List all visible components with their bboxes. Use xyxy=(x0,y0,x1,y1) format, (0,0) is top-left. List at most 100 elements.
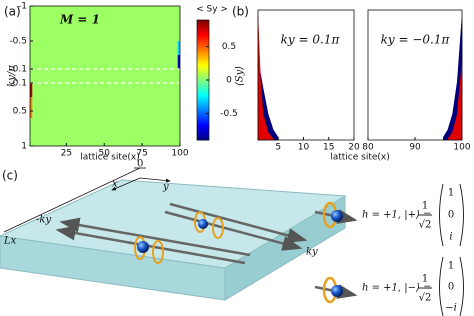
colorbar-segment xyxy=(197,128,209,131)
colorbar-segment xyxy=(197,22,209,25)
colorbar-segment xyxy=(197,104,209,107)
colorbar-segment xyxy=(197,86,209,89)
x-tick-label: 5 xyxy=(275,143,281,153)
colorbar-tick-label: 0 xyxy=(226,76,232,86)
heatmap-cell xyxy=(177,55,180,69)
colorbar-segment xyxy=(197,82,209,85)
annotation: M = 1 xyxy=(59,13,100,27)
colorbar-segment xyxy=(197,96,209,99)
vector-entry: 1 xyxy=(448,261,454,272)
colorbar-segment xyxy=(197,32,209,35)
colorbar-segment xyxy=(197,130,209,133)
origin-label: 0 xyxy=(137,159,143,170)
colorbar-segment xyxy=(197,88,209,91)
slab xyxy=(0,179,347,301)
colorbar-segment xyxy=(197,102,209,105)
colorbar-segment xyxy=(197,94,209,97)
colorbar-segment xyxy=(197,122,209,125)
colorbar-segment xyxy=(197,98,209,101)
y-axis-label: ky/π xyxy=(7,65,18,87)
colorbar-segment xyxy=(197,62,209,65)
colorbar-segment xyxy=(197,92,209,95)
colorbar-segment xyxy=(197,38,209,41)
plot-frame xyxy=(257,9,355,141)
y-axis-label: y xyxy=(162,182,169,193)
colorbar-segment xyxy=(197,56,209,59)
equation-lhs: h = +1, |+⟩ = xyxy=(362,210,431,221)
x-tick-label: 80 xyxy=(362,143,374,153)
colorbar-segment xyxy=(197,106,209,109)
colorbar-segment xyxy=(197,40,209,43)
colorbar-segment xyxy=(197,28,209,31)
colorbar-segment xyxy=(197,42,209,45)
heatmap-cell xyxy=(30,6,180,146)
fraction-numerator: 1 xyxy=(422,201,428,212)
colorbar-segment xyxy=(197,54,209,57)
colorbar-segment xyxy=(197,44,209,47)
colorbar-segment xyxy=(197,74,209,77)
panel-label: (a) xyxy=(4,5,21,19)
x-tick-label: 50 xyxy=(99,149,111,159)
y-axis-label: ⟨Sy⟩ xyxy=(235,66,246,86)
colorbar-segment xyxy=(197,76,209,79)
colorbar-segment xyxy=(197,116,209,119)
y-tick-label: 1 xyxy=(21,142,27,152)
heatmap-cell xyxy=(30,83,33,97)
colorbar-tick-label: -0.5 xyxy=(220,109,238,119)
forward-label: ky xyxy=(306,247,318,258)
colorbar-segment xyxy=(197,126,209,129)
x-tick-label: 25 xyxy=(61,149,72,159)
annotation: ky = −0.1π xyxy=(381,33,451,47)
vector-entry: −i xyxy=(445,303,457,314)
y-tick-label: -0.5 xyxy=(9,37,27,47)
x-tick-label: 75 xyxy=(136,149,147,159)
annotation: ky = 0.1π xyxy=(281,33,341,47)
heatmap-cell xyxy=(177,41,180,55)
panel-label: (b) xyxy=(232,5,249,19)
colorbar-segment xyxy=(197,48,209,51)
colorbar-segment xyxy=(197,110,209,113)
fraction-numerator: 1 xyxy=(422,274,428,285)
axes-sketch xyxy=(3,167,171,233)
equation-lhs: h = +1, |−⟩ = xyxy=(362,283,431,294)
vector-entry: 0 xyxy=(448,282,454,293)
colorbar-segment xyxy=(197,24,209,27)
fraction-denominator: √2 xyxy=(419,293,432,304)
fraction-denominator: √2 xyxy=(419,220,432,231)
colorbar-segment xyxy=(197,34,209,37)
colorbar-segment xyxy=(197,108,209,111)
colorbar-segment xyxy=(197,66,209,69)
colorbar-segment xyxy=(197,120,209,123)
colorbar-segment xyxy=(197,68,209,71)
colorbar-segment xyxy=(197,70,209,73)
y-tick-label: 0.1 xyxy=(13,79,27,89)
helicity-icons xyxy=(314,201,358,304)
y-tick-label: -0.1 xyxy=(9,65,27,75)
colorbar-segment xyxy=(197,112,209,115)
colorbar-label: < Sy > xyxy=(196,5,228,15)
colorbar-segment xyxy=(197,46,209,49)
colorbar-segment xyxy=(197,132,209,135)
heatmap-cell xyxy=(30,97,33,118)
backward-label: -ky xyxy=(36,215,51,226)
colorbar-segment xyxy=(197,50,209,53)
colorbar-segment xyxy=(197,84,209,87)
y-tick-label: 0.5 xyxy=(13,107,27,117)
colorbar-segment xyxy=(197,138,209,141)
panel-label: (c) xyxy=(2,169,18,183)
plot-frame xyxy=(29,5,181,147)
colorbar-segment xyxy=(197,36,209,39)
vector-entry: 0 xyxy=(448,210,454,221)
colorbar-segment xyxy=(197,80,209,83)
momentum-arrows xyxy=(55,202,308,265)
spins xyxy=(134,211,224,264)
colorbar-segment xyxy=(197,26,209,29)
colorbar-segment xyxy=(197,52,209,55)
y-tick-label: -1 xyxy=(18,2,27,12)
colorbar-segment xyxy=(197,114,209,117)
x-tick-label: 10 xyxy=(298,143,310,153)
colorbar-segment xyxy=(197,100,209,103)
colorbar-segment xyxy=(197,58,209,61)
colorbar-segment xyxy=(197,134,209,137)
